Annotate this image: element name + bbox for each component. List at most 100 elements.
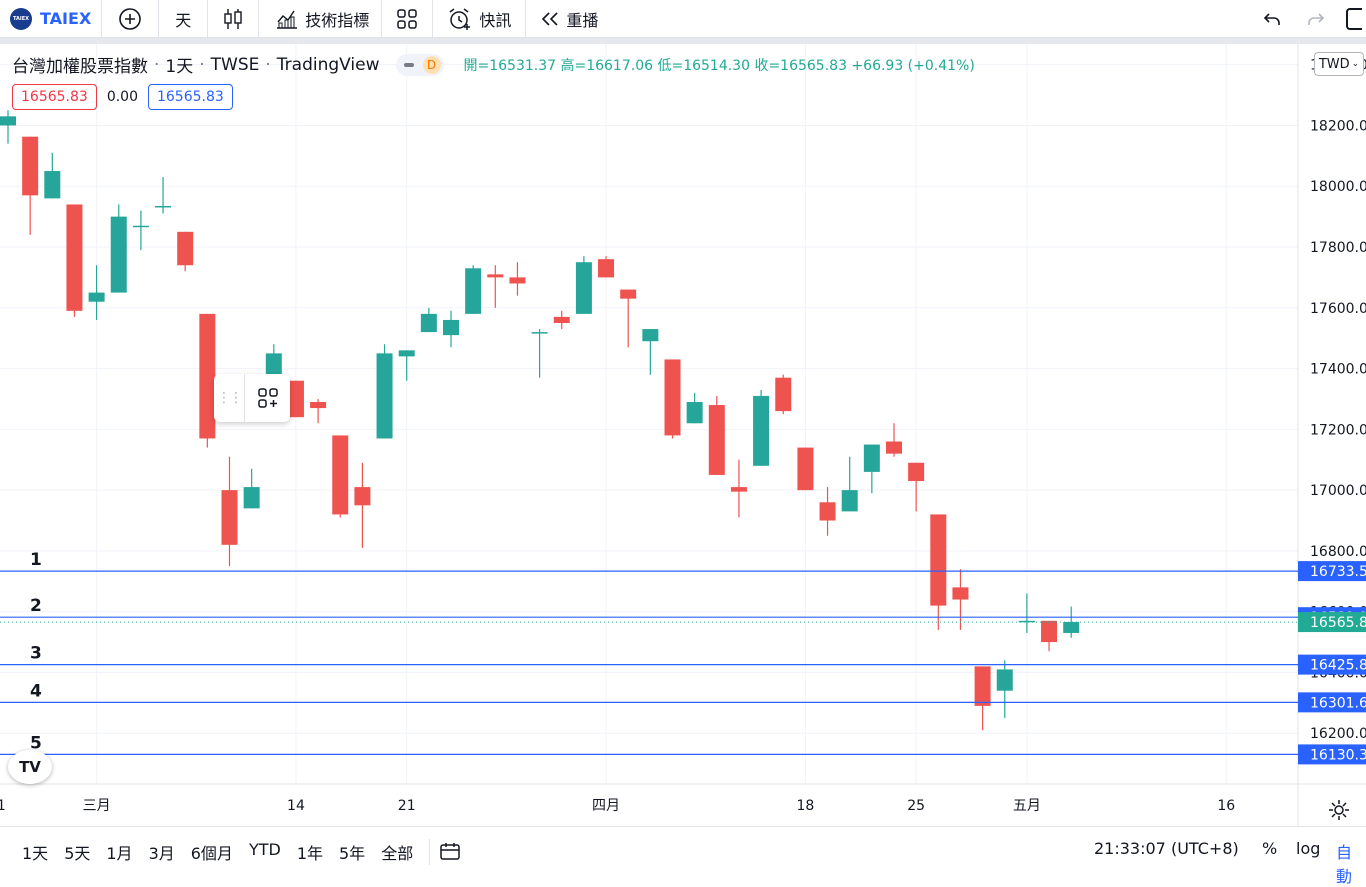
candle-body[interactable] — [952, 587, 969, 600]
candle-body[interactable] — [88, 292, 105, 302]
indicators-button[interactable]: 技術指標 — [259, 0, 383, 38]
candle-body[interactable] — [598, 259, 615, 278]
candle-body[interactable] — [443, 319, 459, 336]
candle-body[interactable] — [996, 669, 1013, 691]
legend-title: 台灣加權股票指數 — [12, 57, 148, 77]
legend-dot: · — [199, 54, 205, 75]
candle-body[interactable] — [841, 490, 858, 512]
range-button[interactable]: 全部 — [381, 844, 414, 863]
range-button[interactable]: 6個月 — [190, 844, 233, 863]
candle-body[interactable] — [753, 395, 770, 466]
buy-price-box[interactable]: 16565.83 — [147, 84, 233, 110]
candle-body[interactable] — [199, 313, 216, 439]
chart-type-button[interactable] — [208, 0, 260, 38]
candle-body[interactable] — [398, 350, 415, 357]
candle-body[interactable] — [354, 487, 371, 506]
goto-date-icon[interactable] — [438, 841, 462, 863]
candle-body[interactable] — [287, 380, 304, 418]
candle-body[interactable] — [310, 401, 327, 409]
candle-body[interactable] — [708, 405, 725, 475]
candle-body[interactable] — [553, 316, 570, 323]
legend-interval: 1天 — [165, 57, 194, 77]
candle-body[interactable] — [620, 289, 637, 299]
price-tick-label: 17600.00 — [1310, 301, 1366, 317]
ohlc-values: 開=16531.37 高=16617.06 低=16514.30 收=16565… — [463, 57, 975, 74]
candle-body[interactable] — [797, 447, 814, 491]
interval-button[interactable]: 天 — [159, 0, 209, 38]
candle-body[interactable] — [509, 277, 526, 284]
spread-value: 0.00 — [106, 89, 138, 105]
auto-scale-toggle[interactable]: 自動 — [1336, 843, 1353, 886]
percent-toggle[interactable]: % — [1262, 839, 1278, 858]
candle-body[interactable] — [420, 313, 437, 333]
candle-body[interactable] — [730, 487, 747, 492]
layout-button[interactable] — [382, 0, 434, 38]
candle-body[interactable] — [1018, 620, 1035, 623]
currency-select[interactable]: TWD ⌄ — [1314, 52, 1364, 76]
price-tick-label: 17400.00 — [1310, 362, 1366, 378]
candle-body[interactable] — [1041, 620, 1058, 643]
range-button[interactable]: 1月 — [106, 844, 133, 863]
range-button[interactable]: 5天 — [64, 844, 91, 863]
candle-body[interactable] — [332, 435, 349, 515]
candle-body[interactable] — [908, 462, 925, 482]
candle-body[interactable] — [863, 444, 880, 472]
candle-body[interactable] — [22, 136, 39, 196]
add-widget-button[interactable] — [244, 374, 290, 422]
candle-body[interactable] — [177, 231, 194, 266]
range-button[interactable]: 5年 — [339, 844, 366, 863]
candle-body[interactable] — [974, 666, 991, 706]
drag-handle-icon[interactable]: ⋮⋮ — [217, 390, 243, 406]
time-tick-label: 三月 — [83, 798, 111, 814]
candle-body[interactable] — [465, 268, 482, 314]
candle-body[interactable] — [0, 116, 16, 126]
floating-toolbar: ⋮⋮ — [214, 374, 290, 422]
range-buttons: 1天 5天 1月 3月 6個月 YTD 1年 5年 全部 — [14, 840, 421, 864]
range-button[interactable]: 1天 — [22, 844, 49, 863]
candle-body[interactable] — [531, 332, 548, 334]
candle-body[interactable] — [819, 502, 836, 521]
range-button[interactable]: 3月 — [148, 844, 175, 863]
legend-source: TradingView — [276, 54, 380, 75]
candle-body[interactable] — [886, 441, 902, 454]
gear-icon[interactable] — [1326, 797, 1352, 823]
candle-body[interactable] — [1063, 622, 1080, 633]
market-status-pill[interactable]: D — [395, 53, 444, 76]
candle-body[interactable] — [376, 353, 393, 439]
candle-body[interactable] — [132, 225, 149, 228]
candle-body[interactable] — [686, 401, 703, 424]
candle-body[interactable] — [664, 359, 681, 436]
chart-pane[interactable]: 16200.0016400.0016600.0016800.0017000.00… — [0, 44, 1366, 826]
clock-timezone[interactable]: 21:33:07 (UTC+8) — [1094, 839, 1239, 858]
candle-body[interactable] — [66, 204, 83, 311]
candle-body[interactable] — [575, 262, 592, 314]
candle-body[interactable] — [155, 205, 172, 208]
candle-body[interactable] — [243, 487, 260, 509]
candle-body[interactable] — [775, 377, 792, 412]
legend-exchange: TWSE — [210, 54, 260, 75]
price-tick-label: 17800.00 — [1310, 240, 1366, 256]
replay-label: 重播 — [566, 10, 599, 30]
redo-button[interactable] — [1306, 0, 1326, 38]
range-button[interactable]: YTD — [248, 840, 281, 859]
candle-body[interactable] — [642, 329, 659, 342]
undo-button[interactable] — [1262, 0, 1282, 38]
compare-add-button[interactable] — [102, 0, 160, 38]
candle-body[interactable] — [487, 274, 504, 278]
candle-body[interactable] — [221, 490, 238, 545]
indicators-icon — [277, 10, 298, 29]
alert-label: 快訊 — [479, 10, 512, 30]
replay-button[interactable]: 重播 — [526, 0, 612, 38]
tradingview-logo[interactable]: TV — [8, 750, 52, 784]
symbol-search[interactable]: TAIEX TAIEX — [0, 0, 103, 38]
sell-price-box[interactable]: 16565.83 — [12, 84, 97, 110]
log-toggle[interactable]: log — [1296, 839, 1321, 858]
price-chart[interactable]: 16200.0016400.0016600.0016800.0017000.00… — [0, 44, 1366, 826]
alert-button[interactable]: 快訊 — [433, 0, 527, 38]
fullscreen-icon[interactable] — [1346, 8, 1362, 30]
candle-body[interactable] — [930, 514, 947, 606]
price-tick-label: 17200.00 — [1310, 422, 1366, 438]
candle-body[interactable] — [44, 171, 61, 199]
candle-body[interactable] — [110, 216, 127, 293]
range-button[interactable]: 1年 — [296, 844, 323, 863]
